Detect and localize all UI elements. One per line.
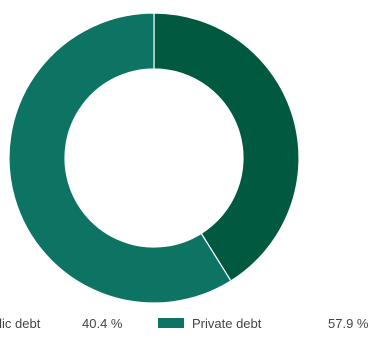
legend-value-public-debt: 40.4 % [82, 316, 123, 331]
legend-label-public-debt: Public debt [0, 316, 41, 331]
donut-slices [8, 12, 300, 304]
slice-public-debt [153, 12, 300, 282]
legend-swatch-private-debt [158, 318, 184, 328]
legend-value-private-debt: 57.9 % [328, 316, 369, 331]
legend-label-private-debt: Private debt [192, 316, 262, 331]
chart-legend: Public debt 40.4 % Private debt 57.9 % [0, 316, 369, 331]
slice-private-debt [8, 12, 232, 304]
